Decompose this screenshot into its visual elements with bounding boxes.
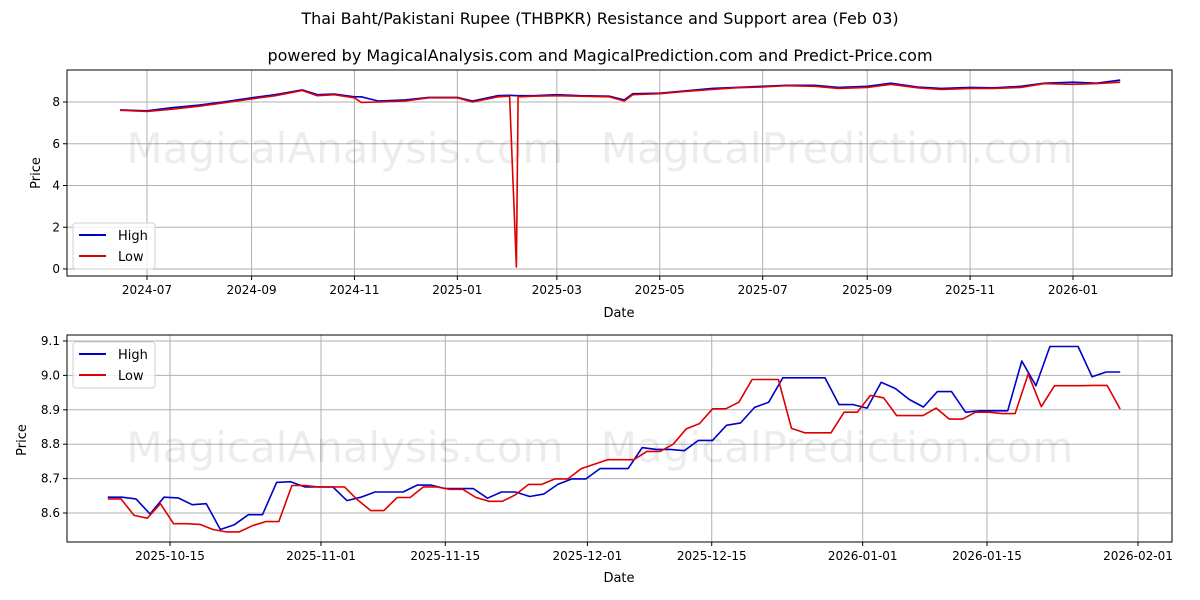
bottom-legend: High Low bbox=[72, 341, 156, 389]
y-tick-label: 9.1 bbox=[41, 334, 60, 348]
watermark-prediction: MagicalPrediction.com bbox=[601, 124, 1074, 173]
legend-low-label: Low bbox=[118, 250, 144, 265]
series-low-line bbox=[107, 373, 1121, 533]
y-tick-label: 4 bbox=[52, 179, 60, 193]
bottom-y-axis-label: Price bbox=[15, 424, 30, 456]
y-tick-label: 8.8 bbox=[41, 437, 60, 451]
series-high-line bbox=[119, 79, 1121, 112]
x-tick-label: 2026-01-01 bbox=[828, 549, 898, 563]
top-chart-frame bbox=[66, 69, 1173, 277]
bottom-x-axis-label: Date bbox=[603, 571, 634, 586]
x-tick-label: 2025-10-15 bbox=[135, 549, 205, 563]
watermark-analysis-2: MagicalAnalysis.com bbox=[127, 423, 564, 472]
x-tick-label: 2024-07 bbox=[122, 283, 172, 297]
x-tick-label: 2024-11 bbox=[329, 283, 379, 297]
y-tick-label: 2 bbox=[52, 220, 60, 234]
x-tick-label: 2026-01 bbox=[1048, 283, 1098, 297]
bottom-chart: MagicalAnalysis.com MagicalPrediction.co… bbox=[15, 334, 1173, 586]
y-tick-label: 6 bbox=[52, 137, 60, 151]
top-x-axis-label: Date bbox=[603, 306, 634, 321]
y-tick-label: 8.7 bbox=[41, 472, 60, 486]
bottom-chart-ticks: 8.6 8.7 8.8 8.9 9.0 9.1 2025-10-15 2025-11-01 20… bbox=[41, 334, 1173, 563]
x-tick-label: 2025-11-01 bbox=[286, 549, 356, 563]
chart-subtitle: powered by MagicalAnalysis.com and Magic… bbox=[267, 46, 933, 65]
legend-high-label: High bbox=[118, 229, 148, 244]
x-tick-label: 2026-02-01 bbox=[1103, 549, 1173, 563]
legend-low-label-2: Low bbox=[118, 369, 144, 384]
y-tick-label: 8 bbox=[52, 95, 60, 109]
series-low-line bbox=[119, 81, 1121, 268]
bottom-chart-frame bbox=[66, 334, 1173, 543]
top-y-axis-label: Price bbox=[29, 157, 44, 189]
bottom-chart-grid bbox=[67, 335, 1172, 542]
y-tick-label: 8.9 bbox=[41, 403, 60, 417]
y-tick-label: 0 bbox=[52, 262, 60, 276]
top-chart-grid bbox=[67, 70, 1172, 276]
y-tick-label: 8.6 bbox=[41, 506, 60, 520]
x-tick-label: 2026-01-15 bbox=[952, 549, 1022, 563]
legend-high-label-2: High bbox=[118, 348, 148, 363]
watermark-analysis: MagicalAnalysis.com bbox=[127, 124, 564, 173]
top-chart-lines bbox=[119, 79, 1121, 268]
x-tick-label: 2025-12-15 bbox=[677, 549, 747, 563]
top-chart-ticks: 0 2 4 6 8 2024-07 2024-09 2024-11 2025-01 2025-03… bbox=[52, 95, 1098, 297]
x-tick-label: 2025-03 bbox=[532, 283, 582, 297]
x-tick-label: 2025-01 bbox=[432, 283, 482, 297]
chart-title: Thai Baht/Pakistani Rupee (THBPKR) Resis… bbox=[301, 9, 899, 28]
watermark-prediction-2: MagicalPrediction.com bbox=[601, 423, 1074, 472]
series-high-line bbox=[107, 345, 1121, 531]
top-chart: MagicalAnalysis.com MagicalPrediction.co… bbox=[29, 69, 1173, 321]
x-tick-label: 2025-09 bbox=[842, 283, 892, 297]
x-tick-label: 2025-05 bbox=[635, 283, 685, 297]
x-tick-label: 2025-11-15 bbox=[410, 549, 480, 563]
x-tick-label: 2025-11 bbox=[945, 283, 995, 297]
x-tick-label: 2025-07 bbox=[738, 283, 788, 297]
x-tick-label: 2024-09 bbox=[227, 283, 277, 297]
y-tick-label: 9.0 bbox=[41, 368, 60, 382]
bottom-chart-lines bbox=[107, 345, 1121, 533]
top-legend: High Low bbox=[72, 222, 156, 270]
x-tick-label: 2025-12-01 bbox=[553, 549, 623, 563]
